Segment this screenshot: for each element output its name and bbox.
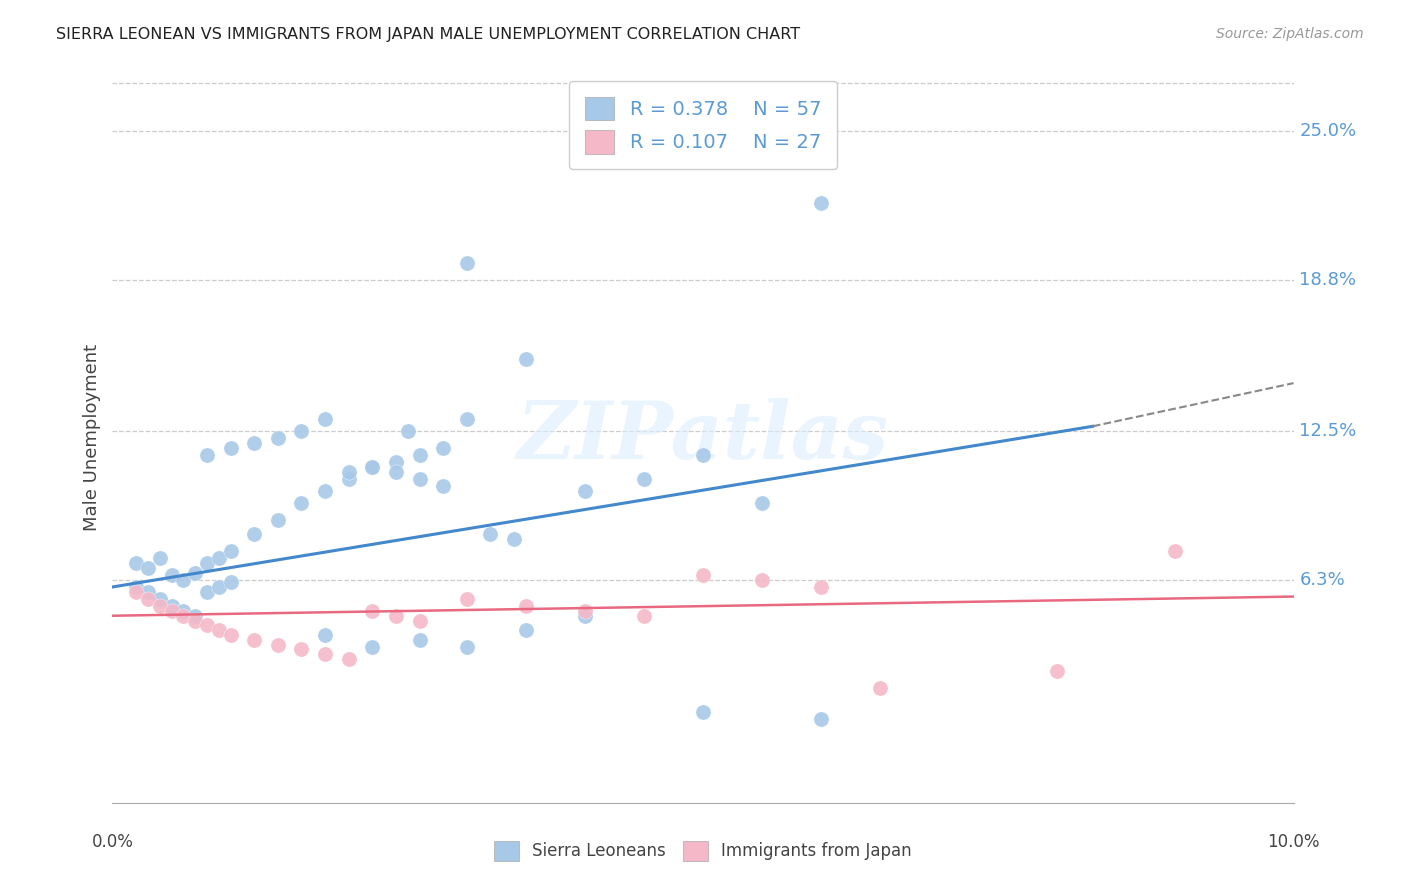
Point	[456, 591, 478, 606]
Point	[160, 604, 183, 618]
Point	[869, 681, 891, 695]
Point	[408, 472, 430, 486]
Point	[172, 608, 194, 623]
Point	[385, 465, 408, 479]
Point	[136, 561, 159, 575]
Point	[125, 556, 148, 570]
Point	[184, 566, 207, 580]
Point	[479, 527, 502, 541]
Point	[337, 652, 360, 666]
Point	[219, 544, 242, 558]
Point	[503, 532, 526, 546]
Point	[1046, 664, 1069, 678]
Point	[290, 496, 312, 510]
Point	[1164, 544, 1187, 558]
Point	[385, 608, 408, 623]
Point	[810, 580, 832, 594]
Text: Source: ZipAtlas.com: Source: ZipAtlas.com	[1216, 27, 1364, 41]
Point	[314, 483, 336, 498]
Point	[574, 604, 596, 618]
Point	[751, 573, 773, 587]
Point	[160, 599, 183, 614]
Text: SIERRA LEONEAN VS IMMIGRANTS FROM JAPAN MALE UNEMPLOYMENT CORRELATION CHART: SIERRA LEONEAN VS IMMIGRANTS FROM JAPAN …	[56, 27, 800, 42]
Point	[314, 412, 336, 426]
Point	[219, 628, 242, 642]
Point	[172, 604, 194, 618]
Point	[361, 460, 384, 475]
Point	[267, 431, 290, 445]
Point	[810, 712, 832, 726]
Point	[136, 591, 159, 606]
Point	[361, 460, 384, 475]
Point	[408, 632, 430, 647]
Point	[692, 568, 714, 582]
Point	[149, 591, 172, 606]
Point	[149, 551, 172, 566]
Point	[314, 628, 336, 642]
Point	[195, 556, 218, 570]
Point	[408, 448, 430, 462]
Point	[267, 513, 290, 527]
Point	[290, 424, 312, 438]
Text: 0.0%: 0.0%	[91, 833, 134, 851]
Text: ZIPatlas: ZIPatlas	[517, 399, 889, 475]
Point	[243, 632, 266, 647]
Point	[160, 568, 183, 582]
Point	[337, 472, 360, 486]
Point	[125, 584, 148, 599]
Point	[385, 455, 408, 469]
Point	[136, 584, 159, 599]
Point	[633, 472, 655, 486]
Point	[456, 412, 478, 426]
Point	[219, 575, 242, 590]
Point	[432, 441, 454, 455]
Text: 25.0%: 25.0%	[1299, 122, 1357, 140]
Point	[751, 496, 773, 510]
Text: 12.5%: 12.5%	[1299, 422, 1357, 440]
Point	[243, 436, 266, 450]
Point	[184, 608, 207, 623]
Text: 10.0%: 10.0%	[1267, 833, 1320, 851]
Point	[361, 604, 384, 618]
Point	[633, 608, 655, 623]
Point	[515, 352, 537, 367]
Point	[337, 465, 360, 479]
Point	[408, 614, 430, 628]
Point	[574, 608, 596, 623]
Point	[243, 527, 266, 541]
Point	[208, 580, 231, 594]
Point	[172, 573, 194, 587]
Text: 18.8%: 18.8%	[1299, 271, 1357, 289]
Point	[432, 479, 454, 493]
Legend: Sierra Leoneans, Immigrants from Japan: Sierra Leoneans, Immigrants from Japan	[488, 834, 918, 868]
Y-axis label: Male Unemployment: Male Unemployment	[83, 343, 101, 531]
Point	[692, 448, 714, 462]
Point	[361, 640, 384, 654]
Point	[692, 705, 714, 719]
Point	[515, 623, 537, 637]
Point	[515, 599, 537, 614]
Point	[125, 580, 148, 594]
Point	[267, 638, 290, 652]
Point	[149, 599, 172, 614]
Point	[195, 448, 218, 462]
Point	[810, 196, 832, 211]
Text: 6.3%: 6.3%	[1299, 571, 1346, 589]
Point	[456, 640, 478, 654]
Point	[290, 642, 312, 657]
Point	[219, 441, 242, 455]
Point	[184, 614, 207, 628]
Point	[314, 647, 336, 661]
Point	[574, 483, 596, 498]
Point	[456, 256, 478, 270]
Point	[195, 618, 218, 632]
Point	[396, 424, 419, 438]
Point	[208, 551, 231, 566]
Point	[195, 584, 218, 599]
Point	[208, 623, 231, 637]
